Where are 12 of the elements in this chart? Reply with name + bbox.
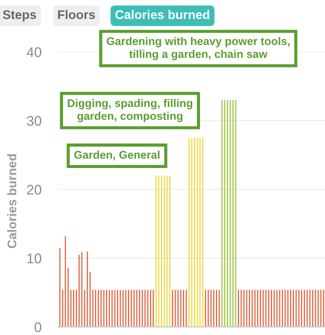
y-tick-label: 30 (26, 116, 42, 126)
text: Calories burned (115, 10, 210, 20)
y-tick-label: 40 (26, 47, 42, 58)
annotation: Gardening with heavy power tools, tilling a garden, chain saw (106, 36, 290, 60)
y-axis-title: Calories burned (7, 154, 16, 248)
annotation: Garden, General (74, 150, 160, 160)
text: Steps (2, 10, 36, 22)
y-tick-label: 10 (27, 254, 42, 264)
y-tick-label: 0 (34, 322, 42, 332)
text: Floors (58, 10, 95, 20)
y-tick-label: 20 (27, 184, 42, 195)
annotation: Digging, spading, filling garden, composting (68, 98, 192, 122)
